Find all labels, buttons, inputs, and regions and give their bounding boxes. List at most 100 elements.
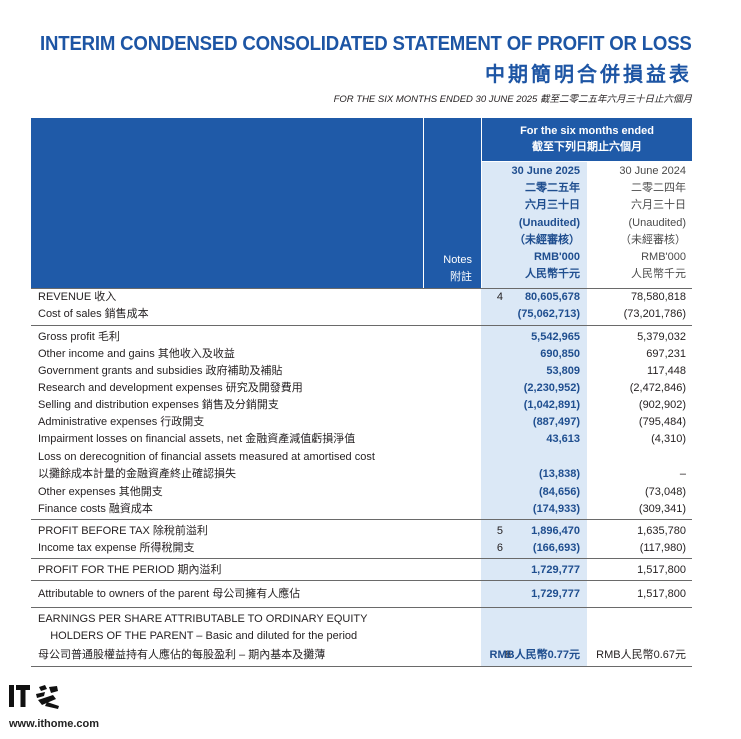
row-rule bbox=[31, 580, 692, 581]
table-bottom-rule bbox=[31, 666, 692, 667]
table-row: Income tax expense 所得稅開支 6 (166,693) (11… bbox=[31, 540, 692, 557]
row-label: Loss on derecognition of financial asset… bbox=[38, 451, 375, 463]
row-value-2024: 117,448 bbox=[647, 365, 686, 377]
row-label: Selling and distribution expenses 銷售及分銷開… bbox=[38, 399, 279, 411]
table-row: PROFIT FOR THE PERIOD 期內溢利 1,729,777 1,5… bbox=[31, 562, 692, 579]
row-value-2024: RMB人民幣0.67元 bbox=[596, 649, 686, 661]
table-row: Research and development expenses 研究及開發費… bbox=[31, 380, 692, 397]
row-value-2024: 78,580,818 bbox=[630, 291, 686, 303]
row-note: 4 bbox=[496, 291, 503, 303]
row-label: REVENUE 收入 bbox=[38, 291, 117, 303]
row-value-2025: (2,230,952) bbox=[523, 382, 580, 394]
table-row: Loss on derecognition of financial asset… bbox=[31, 449, 692, 466]
row-value-2024: (795,484) bbox=[638, 416, 686, 428]
period-header-zh: 截至下列日期止六個月 bbox=[532, 141, 642, 153]
col2024-line: 六月三十日 bbox=[631, 199, 686, 212]
current-period-column-band bbox=[481, 288, 587, 666]
table-row: 母公司普通股權益持有人應佔的每股盈利 – 期內基本及攤薄 8 RMB人民幣0.7… bbox=[31, 647, 692, 664]
row-label: 母公司普通股權益持有人應佔的每股盈利 – 期內基本及攤薄 bbox=[38, 649, 326, 661]
row-value-2025: (166,693) bbox=[532, 542, 580, 554]
table-header-notes-cell bbox=[423, 118, 482, 288]
row-value-2025: (75,062,713) bbox=[517, 308, 580, 320]
row-value-2025: 43,613 bbox=[546, 433, 580, 445]
col2025-line: 六月三十日 bbox=[525, 199, 580, 212]
table-row: Cost of sales 銷售成本 (75,062,713) (73,201,… bbox=[31, 306, 692, 323]
row-note: 5 bbox=[496, 525, 503, 537]
row-note: 8 bbox=[504, 649, 511, 661]
column-header-2025-bg bbox=[481, 161, 587, 288]
row-label: PROFIT BEFORE TAX 除稅前溢利 bbox=[38, 525, 208, 537]
row-label: EARNINGS PER SHARE ATTRIBUTABLE TO ORDIN… bbox=[38, 613, 368, 625]
row-rule bbox=[31, 519, 692, 520]
row-value-2024: – bbox=[679, 468, 686, 480]
table-row: Other income and gains 其他收入及收益 690,850 6… bbox=[31, 346, 692, 363]
row-label: Other income and gains 其他收入及收益 bbox=[38, 348, 235, 360]
row-label: PROFIT FOR THE PERIOD 期內溢利 bbox=[38, 564, 222, 576]
watermark-url: www.ithome.com bbox=[9, 718, 100, 730]
column-header-2024: 30 June 2024 二零二四年 六月三十日 (Unaudited) （未經… bbox=[587, 163, 686, 283]
row-rule bbox=[31, 325, 692, 326]
column-header-2025: 30 June 2025 二零二五年 六月三十日 (Unaudited) （未經… bbox=[481, 163, 581, 283]
col2025-line: RMB'000 bbox=[533, 251, 580, 264]
row-value-2025: RMB人民幣0.77元 bbox=[489, 649, 580, 661]
table-header-label-cell bbox=[31, 118, 423, 288]
row-label: Other expenses 其他開支 bbox=[38, 486, 163, 498]
row-value-2024: 5,379,032 bbox=[637, 331, 686, 343]
table-row: PROFIT BEFORE TAX 除稅前溢利 5 1,896,470 1,63… bbox=[31, 523, 692, 540]
table-row: Other expenses 其他開支 (84,656) (73,048) bbox=[31, 484, 692, 501]
row-label: Gross profit 毛利 bbox=[38, 331, 120, 343]
row-rule bbox=[31, 607, 692, 608]
row-value-2024: (309,341) bbox=[638, 503, 686, 515]
ithome-logo-icon bbox=[9, 685, 59, 709]
row-value-2024: (73,048) bbox=[645, 486, 686, 498]
row-value-2025: 53,809 bbox=[546, 365, 580, 377]
row-label: Research and development expenses 研究及開發費… bbox=[38, 382, 303, 394]
row-value-2024: (73,201,786) bbox=[623, 308, 686, 320]
table-row: Selling and distribution expenses 銷售及分銷開… bbox=[31, 397, 692, 414]
col2025-line: (Unaudited) bbox=[518, 216, 580, 229]
col2024-line: RMB'000 bbox=[641, 251, 686, 264]
column-header-2024-bg bbox=[587, 161, 692, 288]
row-value-2024: (117,980) bbox=[639, 542, 686, 554]
notes-header-zh: 附註 bbox=[450, 271, 472, 283]
row-note: 6 bbox=[496, 542, 503, 554]
row-value-2024: 1,517,800 bbox=[637, 588, 686, 600]
notes-header-en: Notes bbox=[443, 254, 472, 266]
col2024-line: 30 June 2024 bbox=[619, 165, 686, 177]
table-row: Government grants and subsidies 政府補助及補貼 … bbox=[31, 363, 692, 380]
table-row: 以攤餘成本計量的金融資產終止確認損失 (13,838) – bbox=[31, 466, 692, 483]
row-value-2024: (2,472,846) bbox=[629, 382, 686, 394]
row-value-2025: (174,933) bbox=[532, 503, 580, 515]
statement-period-subtitle: FOR THE SIX MONTHS ENDED 30 JUNE 2025 截至… bbox=[333, 94, 692, 105]
row-value-2024: 697,231 bbox=[646, 348, 686, 360]
row-value-2024: (4,310) bbox=[651, 433, 686, 445]
period-header: For the six months ended 截至下列日期止六個月 bbox=[481, 118, 692, 161]
col2025-line: 人民幣千元 bbox=[525, 268, 580, 281]
table-row: Gross profit 毛利 5,542,965 5,379,032 bbox=[31, 329, 692, 346]
table-row: Administrative expenses 行政開支 (887,497) (… bbox=[31, 414, 692, 431]
row-label: Attributable to owners of the parent 母公司… bbox=[38, 588, 301, 600]
row-value-2025: (887,497) bbox=[532, 416, 580, 428]
row-value-2025: (13,838) bbox=[539, 468, 580, 480]
period-header-en: For the six months ended bbox=[520, 125, 654, 137]
row-label: Income tax expense 所得稅開支 bbox=[38, 542, 195, 554]
statement-title-zh: 中期簡明合併損益表 bbox=[485, 64, 692, 86]
table-row: Attributable to owners of the parent 母公司… bbox=[31, 586, 692, 603]
row-label: HOLDERS OF THE PARENT – Basic and dilute… bbox=[38, 630, 358, 642]
col2024-line: 人民幣千元 bbox=[631, 268, 686, 281]
notes-column-header: Notes 附註 bbox=[423, 252, 472, 286]
row-label: Administrative expenses 行政開支 bbox=[38, 416, 205, 428]
row-value-2025: (1,042,891) bbox=[523, 399, 580, 411]
row-label: Finance costs 融資成本 bbox=[38, 503, 153, 515]
col2025-line: 二零二五年 bbox=[525, 182, 580, 195]
table-row: Finance costs 融資成本 (174,933) (309,341) bbox=[31, 501, 692, 518]
row-label: Cost of sales 銷售成本 bbox=[38, 308, 149, 320]
row-value-2025: 1,896,470 bbox=[531, 525, 580, 537]
row-value-2024: 1,517,800 bbox=[637, 564, 686, 576]
col2024-line: 二零二四年 bbox=[631, 182, 686, 195]
table-row: HOLDERS OF THE PARENT – Basic and dilute… bbox=[31, 628, 692, 645]
col2024-line: (Unaudited) bbox=[628, 216, 686, 229]
row-value-2025: 80,605,678 bbox=[524, 291, 580, 303]
row-label: Government grants and subsidies 政府補助及補貼 bbox=[38, 365, 283, 377]
row-value-2025: (84,656) bbox=[539, 486, 580, 498]
